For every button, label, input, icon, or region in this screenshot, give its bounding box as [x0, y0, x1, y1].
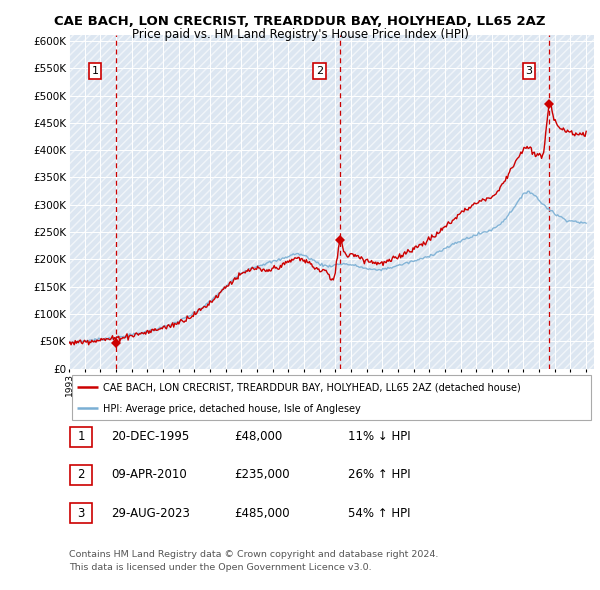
Text: Contains HM Land Registry data © Crown copyright and database right 2024.: Contains HM Land Registry data © Crown c…: [69, 550, 439, 559]
Text: 11% ↓ HPI: 11% ↓ HPI: [348, 430, 410, 443]
Text: 2: 2: [316, 66, 323, 76]
Text: 1: 1: [92, 66, 98, 76]
Text: 09-APR-2010: 09-APR-2010: [111, 468, 187, 481]
Text: 3: 3: [526, 66, 533, 76]
FancyBboxPatch shape: [71, 375, 592, 420]
FancyBboxPatch shape: [70, 427, 92, 447]
Text: £48,000: £48,000: [234, 430, 282, 443]
Text: 20-DEC-1995: 20-DEC-1995: [111, 430, 189, 443]
Text: £485,000: £485,000: [234, 507, 290, 520]
FancyBboxPatch shape: [70, 503, 92, 523]
Text: CAE BACH, LON CRECRIST, TREARDDUR BAY, HOLYHEAD, LL65 2AZ: CAE BACH, LON CRECRIST, TREARDDUR BAY, H…: [54, 15, 546, 28]
Text: 29-AUG-2023: 29-AUG-2023: [111, 507, 190, 520]
Text: 54% ↑ HPI: 54% ↑ HPI: [348, 507, 410, 520]
Text: This data is licensed under the Open Government Licence v3.0.: This data is licensed under the Open Gov…: [69, 563, 371, 572]
Text: 26% ↑ HPI: 26% ↑ HPI: [348, 468, 410, 481]
Text: 2: 2: [77, 468, 85, 481]
Text: Price paid vs. HM Land Registry's House Price Index (HPI): Price paid vs. HM Land Registry's House …: [131, 28, 469, 41]
Text: HPI: Average price, detached house, Isle of Anglesey: HPI: Average price, detached house, Isle…: [103, 404, 361, 414]
Text: £235,000: £235,000: [234, 468, 290, 481]
Text: 1: 1: [77, 430, 85, 443]
Text: 3: 3: [77, 507, 85, 520]
Text: CAE BACH, LON CRECRIST, TREARDDUR BAY, HOLYHEAD, LL65 2AZ (detached house): CAE BACH, LON CRECRIST, TREARDDUR BAY, H…: [103, 382, 521, 392]
FancyBboxPatch shape: [70, 465, 92, 485]
